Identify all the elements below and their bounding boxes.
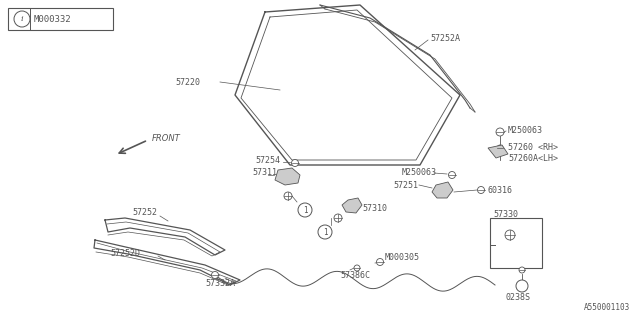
Text: 57252: 57252	[132, 207, 157, 217]
Text: M250063: M250063	[402, 167, 437, 177]
Circle shape	[449, 172, 456, 179]
Bar	[490, 218, 542, 268]
Text: M250063: M250063	[508, 125, 543, 134]
Polygon shape	[275, 168, 300, 185]
Text: A550001103: A550001103	[584, 303, 630, 312]
Text: 60316: 60316	[487, 186, 512, 195]
Text: 1: 1	[303, 205, 307, 214]
Text: 57330: 57330	[493, 210, 518, 219]
Text: M000332: M000332	[34, 14, 72, 23]
Circle shape	[211, 271, 218, 278]
Text: M000305: M000305	[385, 253, 420, 262]
Circle shape	[354, 265, 360, 271]
Text: 57311: 57311	[252, 167, 277, 177]
Text: 57386C: 57386C	[340, 270, 370, 279]
Polygon shape	[488, 145, 508, 158]
Circle shape	[284, 192, 292, 200]
Text: 57252D: 57252D	[110, 249, 140, 258]
Text: 57252A: 57252A	[430, 34, 460, 43]
Text: i: i	[20, 15, 23, 23]
Bar	[8, 8, 113, 30]
Circle shape	[516, 280, 528, 292]
Text: 57260A<LH>: 57260A<LH>	[508, 154, 558, 163]
Circle shape	[291, 159, 298, 166]
Text: 57254: 57254	[255, 156, 280, 164]
Circle shape	[497, 145, 503, 151]
Circle shape	[496, 128, 504, 136]
Text: 0238S: 0238S	[505, 292, 530, 301]
Text: 1: 1	[323, 228, 327, 236]
Text: 57260 <RH>: 57260 <RH>	[508, 142, 558, 151]
Circle shape	[519, 267, 525, 273]
Text: 57251: 57251	[393, 180, 418, 189]
Circle shape	[505, 230, 515, 240]
Text: 57220: 57220	[175, 77, 200, 86]
Circle shape	[376, 259, 383, 266]
Polygon shape	[432, 182, 453, 198]
Text: 57310: 57310	[362, 204, 387, 212]
Text: FRONT: FRONT	[152, 133, 180, 142]
Circle shape	[318, 225, 332, 239]
Circle shape	[477, 187, 484, 194]
Circle shape	[14, 11, 30, 27]
Polygon shape	[342, 198, 362, 213]
Circle shape	[334, 214, 342, 222]
Text: 57332A: 57332A	[205, 279, 235, 289]
Circle shape	[298, 203, 312, 217]
